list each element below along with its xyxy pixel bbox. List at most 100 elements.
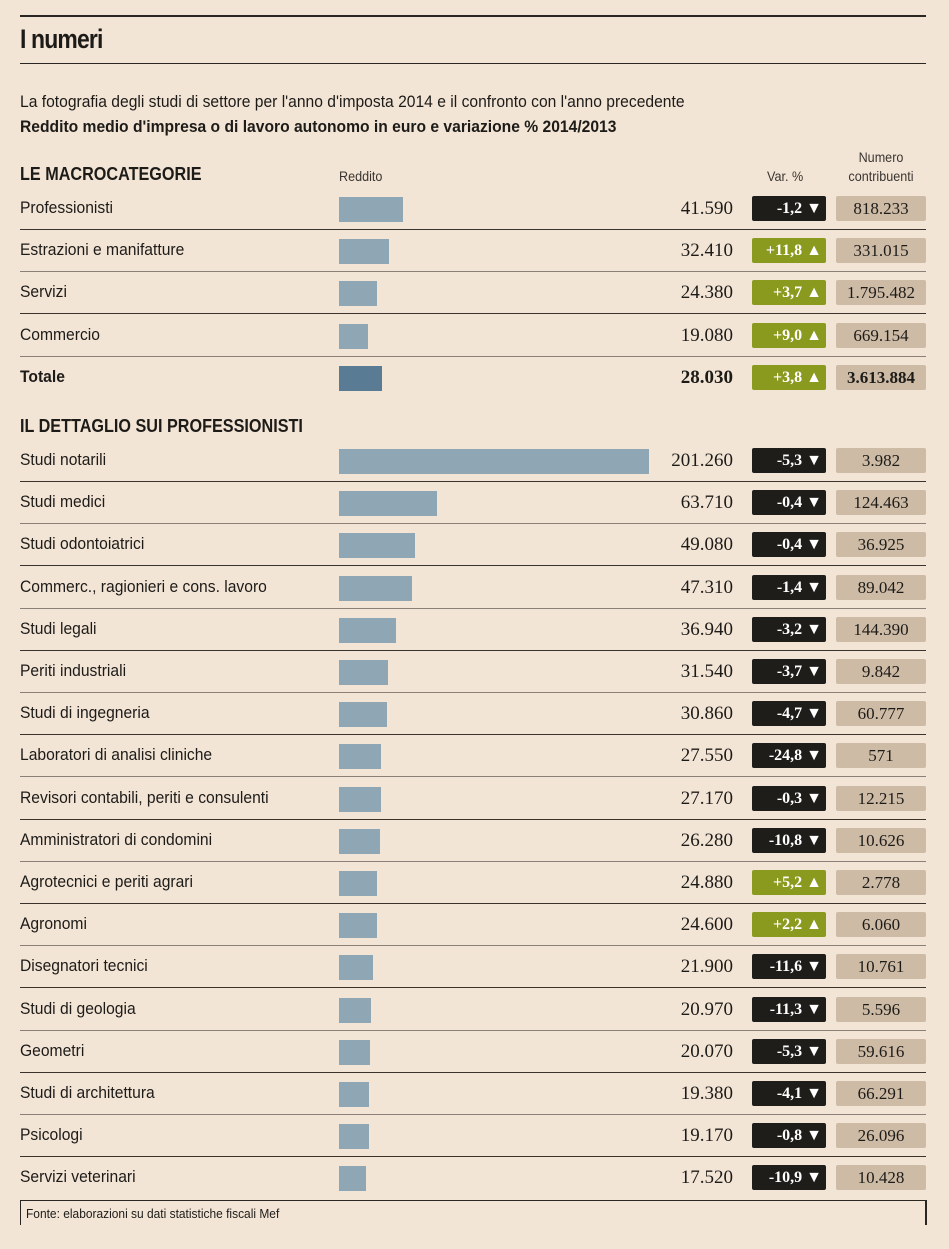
row-label: Studi di ingegneria bbox=[20, 703, 150, 723]
table-row: Studi notarili 201.260 -5,3 ▼ 3.982 bbox=[20, 440, 926, 482]
table-row: Agronomi 24.600 +2,2 ▲ 6.060 bbox=[20, 904, 926, 947]
table-row: Professionisti 41.590 -1,2 ▼ 818.233 bbox=[20, 188, 926, 230]
variation-badge: -5,3 ▼ bbox=[752, 1038, 826, 1064]
income-value: 31.540 bbox=[680, 661, 733, 682]
income-bar bbox=[339, 913, 377, 939]
arrow-down-icon: ▼ bbox=[806, 200, 822, 217]
income-bar bbox=[339, 955, 373, 981]
row-label: Agronomi bbox=[20, 914, 87, 934]
variation-badge: +3,8 ▲ bbox=[752, 364, 826, 390]
variation-value: -0,4 bbox=[776, 494, 803, 512]
table-row: Revisori contabili, periti e consulenti 2… bbox=[20, 778, 926, 820]
row-label: Studi di architettura bbox=[20, 1083, 155, 1102]
row-label: Revisori contabili, periti e consulenti bbox=[20, 787, 269, 807]
arrow-down-icon: ▼ bbox=[806, 1042, 822, 1060]
taxpayer-count: 3.613.884 bbox=[836, 364, 926, 390]
taxpayer-count: 331.015 bbox=[836, 238, 926, 264]
income-bar bbox=[339, 575, 412, 601]
table-row: Laboratori di analisi cliniche 27.550 -24,… bbox=[20, 735, 926, 778]
row-divider bbox=[20, 734, 926, 736]
arrow-up-icon: ▲ bbox=[806, 874, 822, 891]
taxpayer-count: 66.291 bbox=[836, 1081, 926, 1106]
variation-value: +2,2 bbox=[773, 916, 803, 934]
income-bar bbox=[339, 449, 649, 474]
variation-value: -0,3 bbox=[776, 789, 803, 807]
income-value: 41.590 bbox=[680, 198, 733, 219]
income-value: 49.080 bbox=[680, 534, 733, 556]
income-bar bbox=[339, 702, 387, 728]
variation-value: -1,2 bbox=[776, 200, 803, 217]
variation-badge: -1,2 ▼ bbox=[752, 196, 826, 221]
income-bar bbox=[339, 323, 369, 349]
variation-badge: -1,4 ▼ bbox=[752, 574, 826, 600]
taxpayer-count: 89.042 bbox=[836, 574, 926, 600]
variation-badge: -10,8 ▼ bbox=[752, 827, 826, 853]
arrow-down-icon: ▼ bbox=[806, 620, 822, 638]
variation-value: -11,3 bbox=[769, 1000, 803, 1018]
row-divider bbox=[20, 1114, 926, 1115]
variation-value: -3,2 bbox=[776, 620, 803, 638]
subtitle: La fotografia degli studi di settore per… bbox=[20, 92, 685, 111]
arrow-up-icon: ▲ bbox=[806, 242, 822, 260]
title-rule bbox=[20, 63, 926, 64]
row-label: Servizi bbox=[20, 282, 67, 302]
variation-badge: -3,2 ▼ bbox=[752, 616, 826, 642]
table-row: Psicologi 19.170 -0,8 ▼ 26.096 bbox=[20, 1115, 926, 1158]
income-value: 24.600 bbox=[680, 914, 733, 936]
variation-value: -10,9 bbox=[768, 1169, 803, 1187]
variation-badge: -0,4 ▼ bbox=[752, 490, 826, 516]
variation-value: -5,3 bbox=[776, 452, 803, 469]
arrow-down-icon: ▼ bbox=[806, 1000, 822, 1018]
variation-badge: -11,3 ▼ bbox=[752, 996, 826, 1022]
row-divider bbox=[20, 776, 926, 778]
income-value: 19.080 bbox=[680, 324, 733, 346]
taxpayer-count: 6.060 bbox=[836, 912, 926, 938]
income-value: 27.550 bbox=[680, 745, 733, 767]
row-divider bbox=[20, 860, 926, 862]
table-row: Studi odontoiatrici 49.080 -0,4 ▼ 36.925 bbox=[20, 524, 926, 567]
variation-badge: -0,4 ▼ bbox=[752, 532, 826, 558]
row-divider bbox=[20, 229, 926, 230]
taxpayer-count: 59.616 bbox=[836, 1038, 926, 1064]
table-row: Geometri 20.070 -5,3 ▼ 59.616 bbox=[20, 1031, 926, 1073]
taxpayer-count: 1.795.482 bbox=[836, 280, 926, 306]
income-bar bbox=[339, 1039, 370, 1065]
row-label: Studi di geologia bbox=[20, 998, 136, 1018]
arrow-down-icon: ▼ bbox=[806, 1169, 822, 1187]
row-label: Studi medici bbox=[20, 492, 106, 512]
table-row: Totale 28.030 +3,8 ▲ 3.613.884 bbox=[20, 357, 926, 399]
row-label: Laboratori di analisi cliniche bbox=[20, 745, 213, 765]
income-bar bbox=[339, 660, 388, 685]
arrow-up-icon: ▲ bbox=[806, 368, 822, 386]
income-value: 24.880 bbox=[680, 872, 733, 893]
income-bar bbox=[339, 239, 389, 265]
row-divider bbox=[20, 1029, 926, 1031]
column-header-numero: Numero bbox=[858, 149, 904, 165]
source-note: Fonte: elaborazioni su dati statistiche … bbox=[26, 1206, 280, 1221]
section-title-detail: IL DETTAGLIO SUI PROFESSIONISTI bbox=[20, 416, 303, 436]
income-bar bbox=[339, 533, 415, 559]
taxpayer-count: 144.390 bbox=[836, 616, 926, 642]
variation-value: -0,8 bbox=[776, 1127, 803, 1145]
income-bar bbox=[339, 786, 381, 812]
row-divider bbox=[20, 481, 926, 482]
income-value: 21.900 bbox=[680, 956, 733, 978]
table-row: Agrotecnici e periti agrari 24.880 +5,2 ▲ 2… bbox=[20, 862, 926, 904]
arrow-down-icon: ▼ bbox=[806, 494, 822, 512]
variation-badge: -0,3 ▼ bbox=[752, 785, 826, 811]
variation-badge: +11,8 ▲ bbox=[752, 238, 826, 264]
taxpayer-count: 5.596 bbox=[836, 996, 926, 1022]
income-value: 20.970 bbox=[680, 998, 733, 1020]
row-label: Disegnatori tecnici bbox=[20, 956, 148, 976]
row-label: Studi legali bbox=[20, 618, 97, 638]
row-divider bbox=[20, 523, 926, 525]
row-label: Estrazioni e manifatture bbox=[20, 240, 185, 260]
taxpayer-count: 10.761 bbox=[836, 954, 926, 980]
income-bar bbox=[339, 871, 378, 896]
arrow-down-icon: ▼ bbox=[806, 663, 822, 680]
arrow-down-icon: ▼ bbox=[806, 958, 822, 976]
income-value: 17.520 bbox=[680, 1167, 733, 1189]
variation-badge: -11,6 ▼ bbox=[752, 954, 826, 980]
income-bar bbox=[339, 1082, 369, 1107]
taxpayer-count: 571 bbox=[836, 743, 926, 769]
